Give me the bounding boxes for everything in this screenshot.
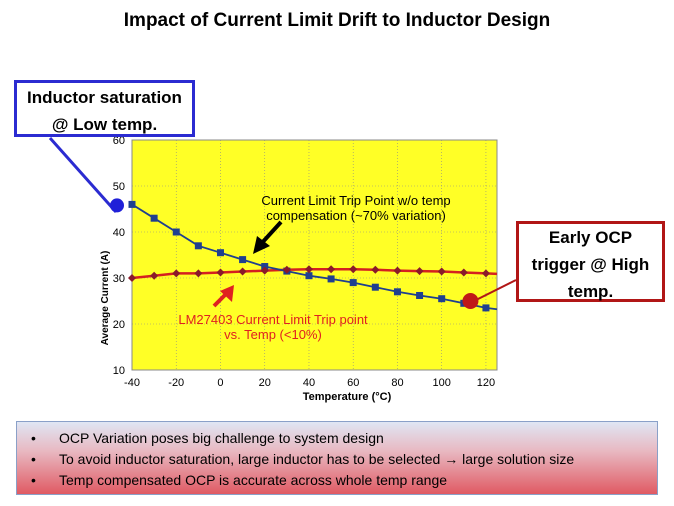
marker-compensated [216, 268, 225, 277]
y-tick-label: 20 [113, 319, 125, 331]
summary-bullet: • OCP Variation poses big challenge to sy… [31, 428, 657, 449]
x-tick-label: 0 [217, 377, 223, 389]
callout-right-line2: trigger @ High [531, 255, 650, 274]
black-arrow [253, 220, 283, 254]
marker-uncompensated [261, 263, 269, 270]
gridlines [131, 139, 497, 371]
marker-uncompensated [393, 288, 401, 296]
axis-ticks: -40 -20 0 20 40 60 80 100 120 10 20 30 40 50 60 [113, 135, 495, 389]
annotation-compensated-line2: vs. Temp (<10%) [224, 327, 322, 342]
bullet-icon: • [31, 472, 36, 488]
inductor-saturation-dot [110, 198, 124, 213]
early-ocp-callout: Early OCP trigger @ High temp. [516, 221, 665, 302]
marker-uncompensated [416, 291, 424, 299]
y-tick-label: 30 [113, 273, 125, 285]
marker-compensated [459, 268, 468, 277]
marker-compensated [327, 265, 336, 274]
x-tick-label: 100 [433, 377, 451, 389]
marker-uncompensated [371, 283, 379, 291]
marker-uncompensated [194, 242, 202, 250]
marker-uncompensated [216, 249, 224, 257]
plot-area [131, 139, 498, 371]
marker-compensated [371, 265, 380, 274]
x-tick-label: 40 [303, 377, 315, 389]
annotation-uncompensated-line1: Current Limit Trip Point w/o temp [261, 193, 450, 208]
marker-uncompensated [438, 295, 446, 303]
marker-uncompensated [150, 214, 158, 222]
marker-compensated [393, 266, 402, 275]
bullet-icon: • [31, 430, 36, 446]
marker-compensated [415, 267, 424, 276]
callout-right-line3: temp. [567, 282, 614, 301]
marker-compensated [172, 269, 181, 278]
series-line-uncompensated [131, 203, 498, 311]
x-tick-label: 20 [259, 377, 271, 389]
x-tick-label: 80 [391, 377, 403, 389]
y-tick-label: 10 [113, 365, 125, 377]
x-tick-label: -40 [124, 377, 140, 389]
callout-left-line2: @ Low temp. [51, 115, 158, 134]
inductor-saturation-callout: Inductor saturation @ Low temp. [14, 80, 195, 137]
marker-compensated [481, 269, 490, 278]
callout-left-line1: Inductor saturation [27, 88, 182, 107]
marker-uncompensated [327, 275, 335, 283]
marker-uncompensated [349, 279, 357, 287]
chart: -40 -20 0 20 40 60 80 100 120 10 20 30 40 50 60 Temper… [48, 135, 517, 403]
summary-bullet: • Temp compensated OCP is accurate across… [31, 470, 657, 491]
marker-compensated [304, 265, 313, 274]
callout-left-connector [48, 137, 118, 213]
marker-uncompensated [239, 256, 247, 264]
summary-bullet: • To avoid inductor saturation, large ind… [31, 449, 657, 470]
x-tick-label: 120 [477, 377, 495, 389]
x-tick-label: 60 [347, 377, 359, 389]
marker-uncompensated [305, 272, 313, 280]
callout-right-line1: Early OCP [548, 228, 633, 247]
marker-uncompensated [128, 200, 136, 208]
summary-bullet-text: To avoid inductor saturation, large indu… [59, 451, 575, 467]
marker-compensated [194, 269, 203, 278]
y-axis-label: Average Current (A) [100, 251, 111, 346]
marker-compensated [128, 274, 136, 282]
summary-bullet-text: Temp compensated OCP is accurate across … [59, 472, 448, 488]
marker-uncompensated [172, 228, 180, 236]
marker-compensated [260, 266, 269, 275]
markers-group [128, 200, 490, 312]
marker-compensated [349, 265, 358, 274]
marker-compensated [238, 267, 247, 276]
x-tick-label: -20 [168, 377, 184, 389]
early-ocp-dot [462, 293, 479, 309]
y-tick-label: 60 [113, 135, 125, 147]
marker-compensated [437, 267, 446, 276]
marker-compensated [150, 271, 159, 280]
y-tick-label: 40 [113, 227, 125, 239]
summary-bullet-text: OCP Variation poses big challenge to sys… [59, 430, 384, 446]
marker-compensated [282, 265, 291, 274]
y-tick-label: 50 [113, 181, 125, 193]
bullet-icon: • [31, 451, 36, 467]
red-arrow [212, 285, 234, 308]
annotation-compensated-line1: LM27403 Current Limit Trip point [178, 312, 368, 327]
slide-title: Impact of Current Limit Drift to Inducto… [123, 10, 551, 31]
x-axis-label: Temperature (°C) [303, 391, 392, 403]
summary-box: • OCP Variation poses big challenge to sy… [16, 421, 658, 495]
marker-uncompensated [482, 304, 490, 312]
annotation-uncompensated-line2: compensation (~70% variation) [266, 208, 446, 223]
